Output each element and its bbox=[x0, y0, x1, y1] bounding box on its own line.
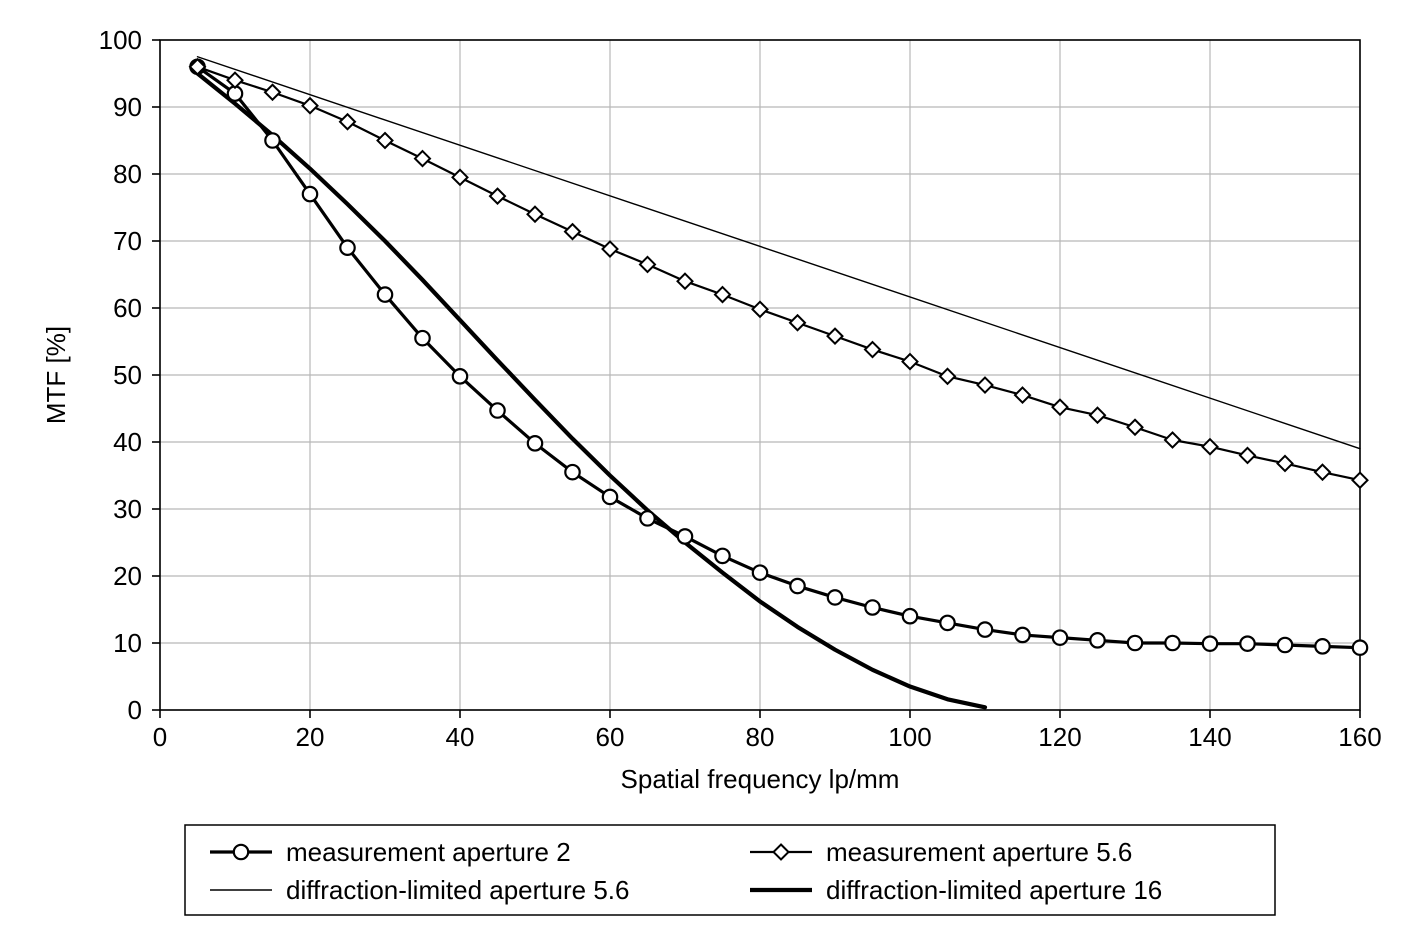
marker-circle bbox=[1128, 636, 1142, 650]
marker-circle bbox=[603, 490, 617, 504]
marker-circle bbox=[378, 287, 392, 301]
marker-circle bbox=[1165, 636, 1179, 650]
marker-circle bbox=[490, 403, 504, 417]
y-tick-label: 30 bbox=[113, 494, 142, 524]
y-tick-label: 40 bbox=[113, 427, 142, 457]
marker-circle bbox=[1015, 628, 1029, 642]
marker-circle bbox=[453, 369, 467, 383]
marker-circle bbox=[978, 622, 992, 636]
mtf-chart: 0 20 40 60 80 100 120 140 160 0 10 20 30 40 50 60 70 80 90… bbox=[0, 0, 1422, 932]
x-axis-label: Spatial frequency lp/mm bbox=[621, 764, 900, 794]
y-tick-label: 60 bbox=[113, 293, 142, 323]
marker-circle bbox=[1053, 630, 1067, 644]
marker-circle bbox=[940, 616, 954, 630]
marker-circle bbox=[528, 436, 542, 450]
marker-circle bbox=[1240, 636, 1254, 650]
marker-circle bbox=[1315, 639, 1329, 653]
marker-circle bbox=[340, 241, 354, 255]
x-tick-label: 80 bbox=[746, 722, 775, 752]
x-tick-label: 0 bbox=[153, 722, 167, 752]
marker-circle bbox=[640, 511, 654, 525]
marker-circle bbox=[865, 600, 879, 614]
marker-circle bbox=[678, 529, 692, 543]
y-tick-label: 20 bbox=[113, 561, 142, 591]
y-tick-label: 80 bbox=[113, 159, 142, 189]
marker-circle bbox=[1090, 633, 1104, 647]
marker-circle bbox=[903, 609, 917, 623]
y-tick-label: 100 bbox=[99, 25, 142, 55]
marker-circle bbox=[1353, 640, 1367, 654]
x-tick-label: 60 bbox=[596, 722, 625, 752]
legend-label: diffraction-limited aperture 5.6 bbox=[286, 875, 629, 905]
marker-circle bbox=[828, 590, 842, 604]
marker-circle bbox=[303, 187, 317, 201]
x-tick-label: 120 bbox=[1038, 722, 1081, 752]
x-tick-label: 100 bbox=[888, 722, 931, 752]
marker-circle bbox=[790, 579, 804, 593]
x-tick-label: 40 bbox=[446, 722, 475, 752]
marker-circle bbox=[715, 549, 729, 563]
x-tick-label: 140 bbox=[1188, 722, 1231, 752]
y-tick-label: 90 bbox=[113, 92, 142, 122]
marker-circle bbox=[753, 565, 767, 579]
x-tick-label: 20 bbox=[296, 722, 325, 752]
marker-circle bbox=[1203, 636, 1217, 650]
y-tick-label: 50 bbox=[113, 360, 142, 390]
legend-marker-circle bbox=[234, 845, 248, 859]
y-tick-label: 70 bbox=[113, 226, 142, 256]
y-tick-label: 10 bbox=[113, 628, 142, 658]
marker-circle bbox=[415, 331, 429, 345]
legend-label: measurement aperture 2 bbox=[286, 837, 571, 867]
legend-label: measurement aperture 5.6 bbox=[826, 837, 1132, 867]
y-tick-label: 0 bbox=[128, 695, 142, 725]
y-axis-label: MTF [%] bbox=[41, 326, 71, 424]
marker-circle bbox=[565, 465, 579, 479]
marker-circle bbox=[1278, 638, 1292, 652]
legend-label: diffraction-limited aperture 16 bbox=[826, 875, 1162, 905]
x-tick-label: 160 bbox=[1338, 722, 1381, 752]
marker-circle bbox=[265, 133, 279, 147]
